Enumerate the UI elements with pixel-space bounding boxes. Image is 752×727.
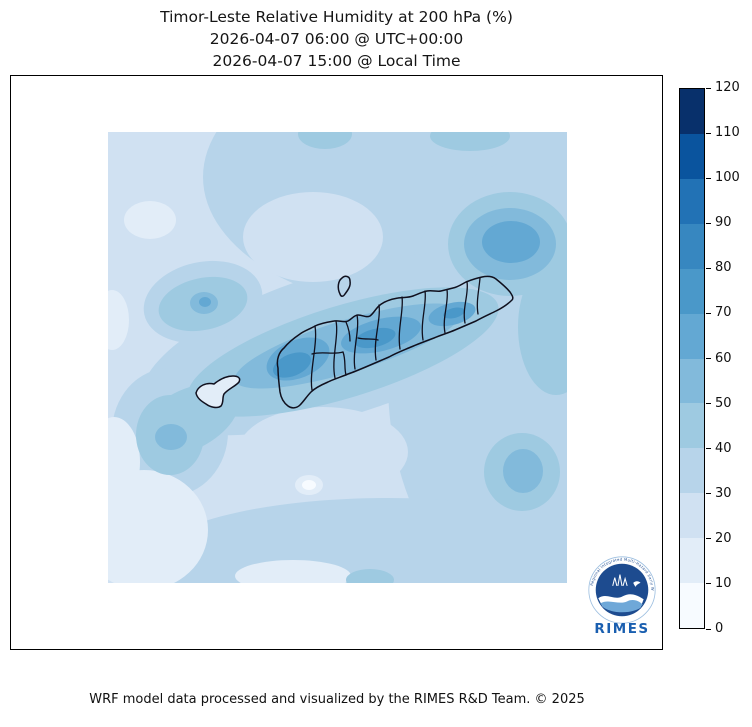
logo-waves-icon	[598, 594, 644, 613]
rimes-logo-emblem: Regional Integrated Multi-Hazard Early W…	[588, 556, 656, 624]
colorbar-tick-label: 40	[715, 440, 732, 456]
colorbar-segment	[680, 358, 704, 404]
colorbar-segment	[680, 448, 704, 494]
contour-map	[108, 132, 567, 583]
colorbar-tick-label: 70	[715, 305, 732, 321]
colorbar-segment	[680, 178, 704, 224]
colorbar-tick-label: 0	[715, 621, 724, 636]
colorbar-tick-mark	[706, 583, 711, 585]
colorbar-tick-label: 50	[715, 395, 732, 411]
colorbar-ticks: 0 10 20 30 40 50 60 70 80 90 100 110 120	[706, 80, 752, 636]
logo-wordmark: RIMES	[594, 621, 650, 637]
colorbar-tick-mark	[706, 358, 711, 359]
colorbar-tick-mark	[706, 448, 711, 450]
colorbar-segment	[680, 313, 704, 359]
colorbar-segment	[680, 223, 704, 269]
title-line-1: Timor-Leste Relative Humidity at 200 hPa…	[160, 8, 513, 26]
colorbar-tick-label: 10	[715, 575, 732, 591]
credit-text: WRF model data processed and visualized …	[89, 692, 585, 707]
colorbar-tick-mark	[706, 267, 711, 269]
contour-band-20-30	[238, 192, 408, 497]
colorbar-tick-label: 80	[715, 260, 732, 276]
logo-signal-icon	[612, 574, 628, 587]
colorbar-tick-mark	[706, 132, 711, 134]
colorbar-segment	[680, 403, 704, 449]
map-axes: Regional Integrated Multi-Hazard Early W…	[10, 75, 663, 650]
contour-band-10-20	[108, 201, 351, 583]
rimes-logo: Regional Integrated Multi-Hazard Early W…	[585, 556, 659, 637]
contour-band-70-80	[273, 307, 465, 378]
title-line-3: 2026-04-07 15:00 @ Local Time	[212, 52, 461, 70]
colorbar-segment	[680, 538, 704, 584]
colorbar-tick-mark	[706, 538, 711, 540]
colorbar-tick-label: 30	[715, 485, 732, 501]
colorbar-tick-label: 20	[715, 530, 732, 546]
colorbar-tick-label: 60	[715, 350, 732, 366]
colorbar-tick-mark	[706, 312, 711, 314]
colorbar-tick-label: 110	[715, 125, 740, 141]
colorbar-tick-mark	[706, 222, 711, 224]
colorbar-swatches	[680, 89, 704, 629]
colorbar-tick-mark	[706, 628, 711, 630]
timor-leste-outline	[276, 275, 514, 409]
colorbar-segment	[680, 89, 704, 134]
colorbar	[679, 88, 705, 629]
colorbar-tick-mark	[706, 177, 711, 179]
colorbar-segment	[680, 268, 704, 314]
district-boundaries	[310, 277, 481, 391]
colorbar-segment	[680, 493, 704, 539]
colorbar-tick-mark	[706, 87, 711, 89]
colorbar-tick-label: 100	[715, 170, 740, 186]
atauro-island-outline	[337, 275, 351, 297]
oecusse-enclave-outline	[195, 375, 241, 409]
colorbar-tick-mark	[706, 493, 711, 495]
colorbar-tick-label: 120	[715, 80, 740, 95]
logo-bird-icon	[633, 581, 641, 587]
title-line-2: 2026-04-07 06:00 @ UTC+00:00	[209, 30, 464, 48]
colorbar-segment	[680, 583, 704, 629]
chart-title: Timor-Leste Relative Humidity at 200 hPa…	[10, 6, 663, 72]
colorbar-segment	[680, 133, 704, 179]
colorbar-tick-label: 90	[715, 215, 732, 231]
colorbar-tick-mark	[706, 403, 711, 405]
